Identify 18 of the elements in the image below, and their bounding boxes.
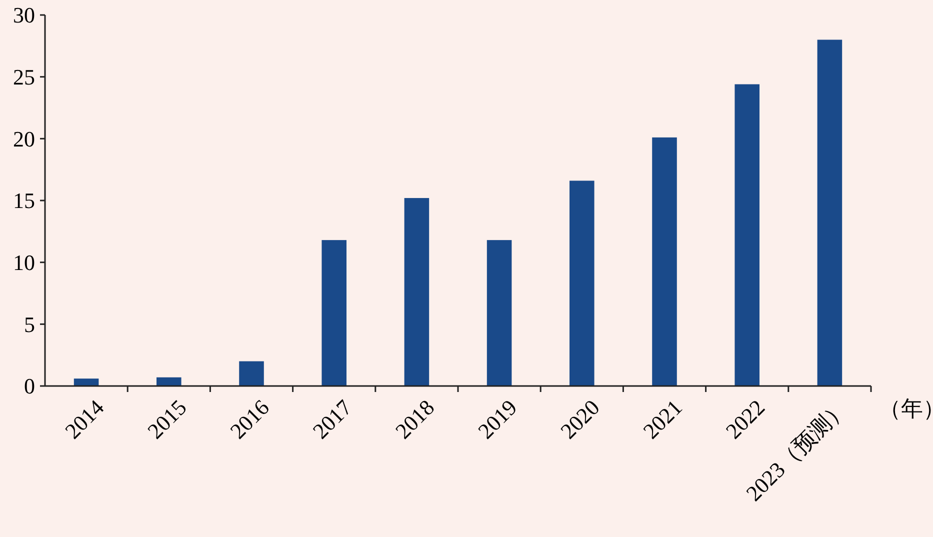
bar [322, 240, 346, 386]
bar [570, 180, 594, 386]
bar [74, 378, 99, 386]
bar [404, 198, 430, 386]
y-tick-label: 5 [24, 312, 35, 337]
bar [486, 240, 512, 386]
y-tick-label: 20 [13, 126, 35, 152]
y-tick-label: 25 [13, 64, 35, 90]
y-tick-label: 10 [13, 250, 35, 276]
y-tick-label: 30 [13, 2, 35, 28]
bar [652, 137, 677, 386]
bar [156, 377, 182, 386]
y-tick-label: 0 [24, 374, 35, 399]
bar [734, 84, 760, 386]
y-tick-label: 15 [13, 188, 35, 214]
x-axis-title: （年） [879, 396, 933, 421]
bar [239, 361, 264, 386]
bar [817, 40, 842, 386]
